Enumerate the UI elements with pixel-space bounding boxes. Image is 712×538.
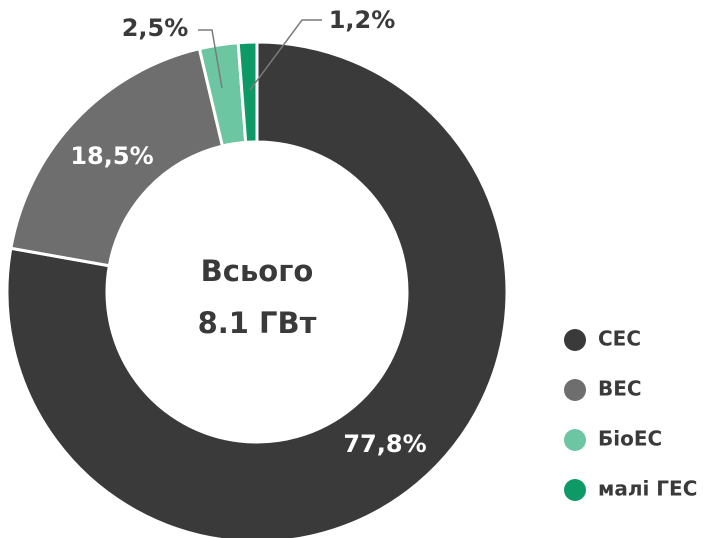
leader-line <box>198 29 223 89</box>
value-label: 1,2% <box>329 6 396 34</box>
legend-marker <box>564 479 586 501</box>
legend-marker <box>564 329 586 351</box>
legend-text: малі ГЕС <box>598 477 697 501</box>
donut-slice <box>9 46 225 268</box>
legend-text: ВЕС <box>598 377 642 401</box>
center-text: Всього <box>201 254 314 288</box>
legend-marker <box>564 379 586 401</box>
center-text: 8.1 ГВт <box>198 306 317 340</box>
donut-slice <box>236 40 259 145</box>
legend-text: СЕС <box>598 327 641 351</box>
value-label: 2,5% <box>122 14 189 42</box>
legend-text: БіоЕС <box>598 427 662 451</box>
leader-line <box>249 19 322 91</box>
value-label: 77,8% <box>343 430 426 458</box>
donut-slice <box>5 40 509 538</box>
value-label: 18,5% <box>70 142 153 170</box>
legend-marker <box>564 429 586 451</box>
